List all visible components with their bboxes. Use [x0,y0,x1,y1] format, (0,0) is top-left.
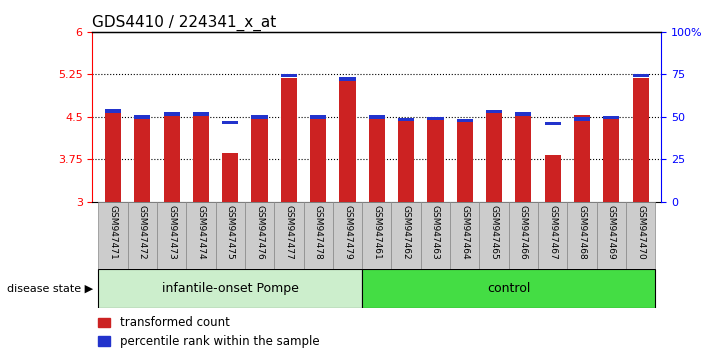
Bar [456,119,473,122]
Bar [633,74,648,77]
Text: GSM947470: GSM947470 [636,205,645,260]
Bar [597,202,626,269]
Bar [215,202,245,269]
Bar [633,78,648,202]
Bar [538,202,567,269]
Bar [427,117,444,120]
Text: GSM947473: GSM947473 [167,205,176,260]
Bar [421,202,450,269]
Bar [574,115,590,202]
Bar [398,121,415,202]
Bar [310,115,326,119]
Text: GSM947472: GSM947472 [138,205,146,260]
Bar [545,155,561,202]
Bar [333,202,362,269]
Bar [392,202,421,269]
Text: control: control [487,282,530,295]
Text: GSM947474: GSM947474 [196,205,205,260]
Legend: transformed count, percentile rank within the sample: transformed count, percentile rank withi… [98,316,319,348]
Bar [339,77,356,81]
Bar [222,121,238,124]
Bar [304,202,333,269]
Bar [281,74,297,77]
Bar [274,202,304,269]
Text: GSM947461: GSM947461 [373,205,381,260]
Bar [626,202,656,269]
Text: GSM947469: GSM947469 [607,205,616,260]
Bar [486,113,502,202]
Bar [134,117,150,202]
Bar [134,115,150,119]
Text: GSM947463: GSM947463 [431,205,440,260]
Bar [567,202,597,269]
Text: GSM947466: GSM947466 [519,205,528,260]
Bar [450,202,479,269]
Bar [574,118,590,121]
Text: GDS4410 / 224341_x_at: GDS4410 / 224341_x_at [92,14,277,30]
Text: GSM947465: GSM947465 [490,205,498,260]
Bar [362,202,392,269]
Bar [186,202,215,269]
Bar [105,109,121,113]
Bar [245,202,274,269]
Bar [105,113,121,202]
Bar [252,117,267,202]
Bar [369,117,385,202]
Bar [486,110,502,113]
Bar [164,112,180,116]
Text: GSM947478: GSM947478 [314,205,323,260]
Bar [479,202,509,269]
Bar [427,120,444,202]
Text: GSM947462: GSM947462 [402,205,411,260]
Bar [515,112,532,116]
Bar [362,269,656,308]
Bar [339,81,356,202]
Bar [515,116,532,202]
Bar [193,112,209,116]
Text: disease state ▶: disease state ▶ [7,284,93,293]
Text: GSM947475: GSM947475 [225,205,235,260]
Text: GSM947468: GSM947468 [577,205,587,260]
Text: GSM947471: GSM947471 [109,205,117,260]
Bar [545,122,561,125]
Bar [509,202,538,269]
Text: GSM947467: GSM947467 [548,205,557,260]
Bar [127,202,157,269]
Bar [310,117,326,202]
Text: GSM947476: GSM947476 [255,205,264,260]
Bar [98,202,127,269]
Bar [222,153,238,202]
Bar [193,116,209,202]
Bar [281,78,297,202]
Bar [604,116,619,119]
Text: GSM947479: GSM947479 [343,205,352,260]
Bar [604,118,619,202]
Bar [456,121,473,202]
Bar [369,115,385,119]
Text: infantile-onset Pompe: infantile-onset Pompe [162,282,299,295]
Bar [398,118,415,121]
Bar [164,115,180,202]
Text: GSM947477: GSM947477 [284,205,294,260]
Bar [252,115,267,119]
Text: GSM947464: GSM947464 [460,205,469,260]
Bar [157,202,186,269]
Bar [98,269,362,308]
